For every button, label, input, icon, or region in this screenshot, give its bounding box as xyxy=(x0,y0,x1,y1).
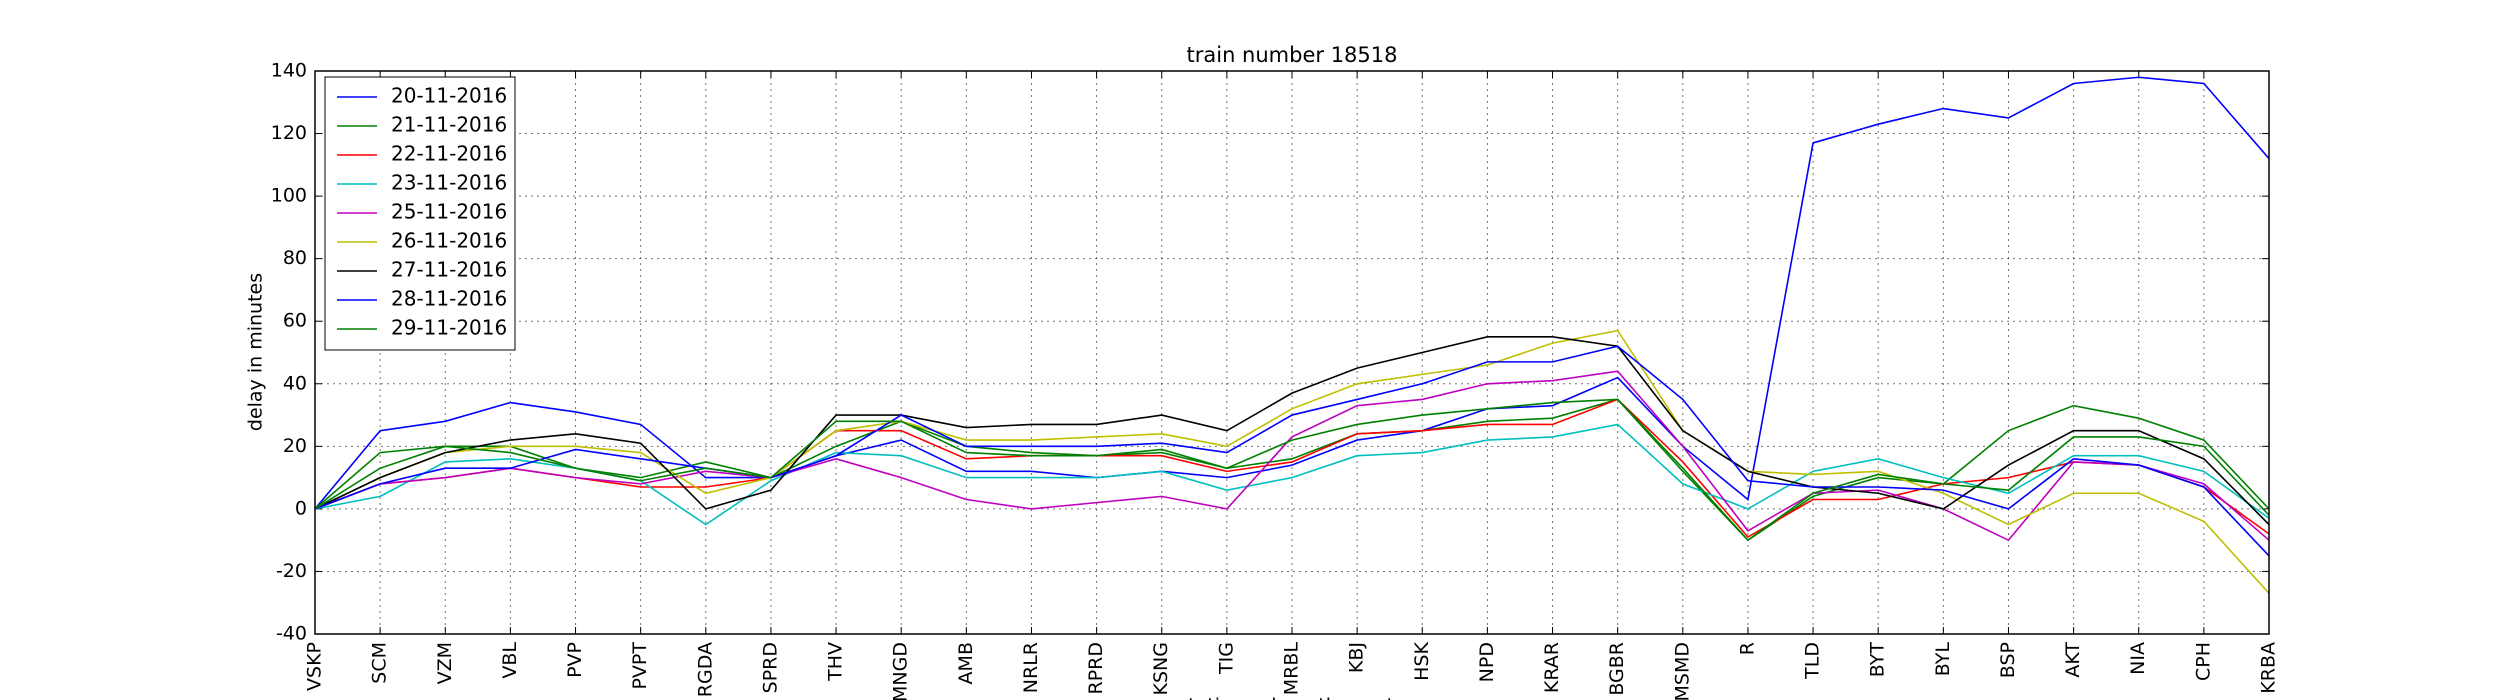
x-tick-label: AKT xyxy=(2062,642,2084,678)
x-tick-label: NPD xyxy=(1476,642,1498,682)
x-tick-label: THV xyxy=(825,642,847,682)
x-tick-label: SPRD xyxy=(759,642,781,693)
x-tick-label: MNGD xyxy=(890,642,912,700)
plot-frame xyxy=(314,70,2270,635)
legend-label: 27-11-2016 xyxy=(391,258,507,282)
legend-label: 26-11-2016 xyxy=(391,229,507,253)
x-tick-label: BYT xyxy=(1867,642,1889,678)
x-tick-label: TLD xyxy=(1802,642,1824,680)
x-tick-label: RPRD xyxy=(1085,642,1107,695)
series-line xyxy=(314,76,2270,510)
x-tick-label: BGBR xyxy=(1606,642,1628,696)
legend-label: 25-11-2016 xyxy=(391,200,507,224)
x-tick-label: TIG xyxy=(1215,642,1237,675)
x-tick-label: RGDA xyxy=(694,642,716,697)
legend-label: 29-11-2016 xyxy=(391,316,507,340)
series-line xyxy=(314,329,2270,594)
x-tick-label: PVP xyxy=(564,642,586,678)
legend: 20-11-2016 21-11-2016 22-11-2016 23-11-2016… xyxy=(324,76,516,351)
x-tick-label: BYL xyxy=(1932,642,1954,677)
x-tick-label: KSNG xyxy=(1150,642,1172,695)
x-tick-label: BSP xyxy=(1997,642,2019,678)
y-tick-label: 40 xyxy=(283,372,307,394)
y-tick-label: -20 xyxy=(276,560,307,582)
x-tick-label: MSMD xyxy=(1671,642,1693,700)
y-tick-label: 140 xyxy=(271,60,307,82)
legend-label: 23-11-2016 xyxy=(391,171,507,195)
series-line xyxy=(314,336,2270,526)
legend-label: 22-11-2016 xyxy=(391,142,507,166)
x-tick-label: R xyxy=(1736,642,1758,655)
x-tick-label: MRBL xyxy=(1281,642,1303,696)
x-tick-label: NIA xyxy=(2127,642,2149,675)
x-tick-label: KBJ xyxy=(1346,642,1368,673)
x-tick-label: SCM xyxy=(369,642,391,684)
y-tick-label: 80 xyxy=(283,247,307,269)
y-tick-label: 20 xyxy=(283,435,307,457)
x-tick-label: NRLR xyxy=(1020,642,1042,693)
x-tick-label: VZM xyxy=(434,642,456,684)
x-tick-label: KRBA xyxy=(2258,642,2280,694)
x-tick-label: KRAR xyxy=(1541,642,1563,693)
x-tick-label: PVPT xyxy=(629,642,651,690)
legend-label: 20-11-2016 xyxy=(391,84,507,108)
x-tick-label: CPH xyxy=(2192,642,2214,681)
series-line xyxy=(314,345,2270,557)
y-tick-label: -40 xyxy=(276,623,307,645)
y-tick-label: 100 xyxy=(271,185,307,207)
legend-label: 28-11-2016 xyxy=(391,287,507,311)
x-tick-label: HSK xyxy=(1411,641,1433,680)
y-tick-label: 60 xyxy=(283,310,307,332)
x-axis-label: stations along the route xyxy=(1178,695,1405,700)
x-tick-label: AMB xyxy=(955,642,977,684)
series-line xyxy=(314,398,2270,542)
y-tick-label: 0 xyxy=(295,497,307,519)
x-tick-label: VBL xyxy=(499,642,521,679)
y-tick-label: 120 xyxy=(271,122,307,144)
y-axis-label: delay in minutes xyxy=(245,273,267,431)
legend-label: 21-11-2016 xyxy=(391,113,507,137)
chart-title: train number 18518 xyxy=(1187,43,1398,67)
x-tick-label: VSKP xyxy=(304,642,326,691)
